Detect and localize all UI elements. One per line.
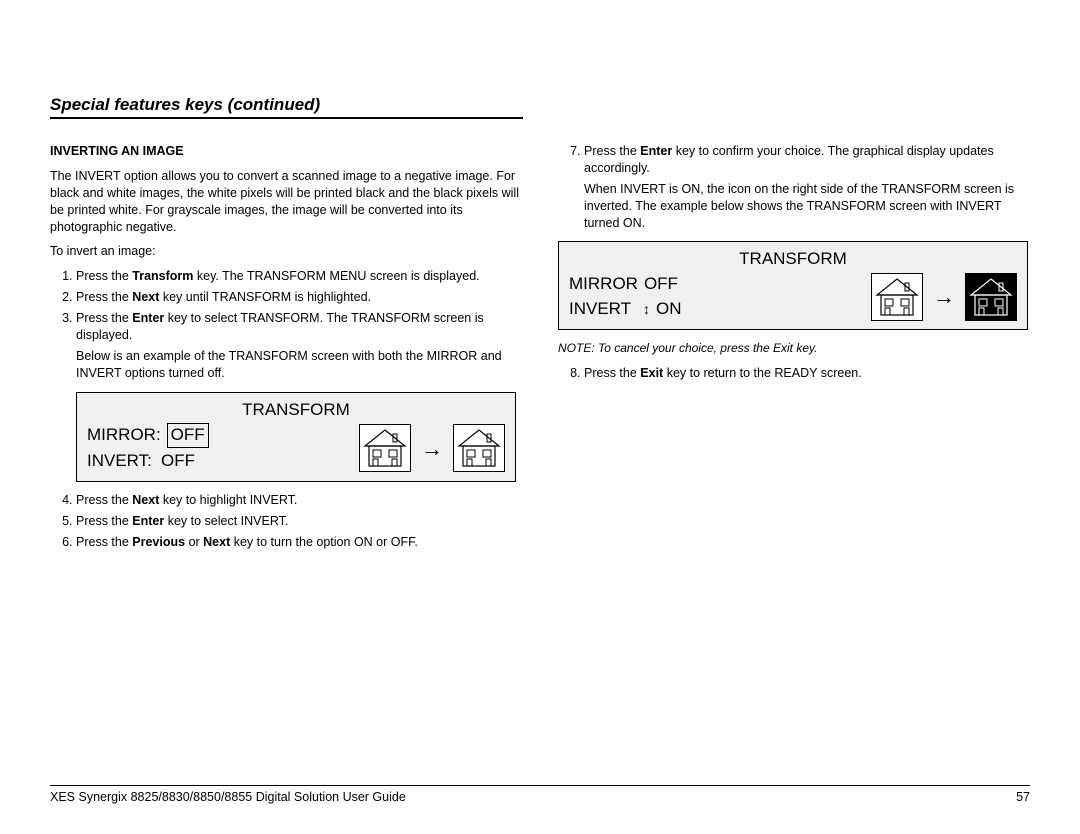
screen-title: TRANSFORM — [87, 399, 505, 422]
mirror-row: MIRROR: OFF — [87, 423, 209, 448]
step-3-sub: Below is an example of the TRANSFORM scr… — [76, 348, 522, 382]
invert-row: INVERT ↕ ON — [569, 298, 682, 321]
left-column: INVERTING AN IMAGE The INVERT option all… — [50, 143, 522, 785]
step-2: Press the Next key until TRANSFORM is hi… — [76, 289, 522, 306]
house-icon-normal — [359, 424, 411, 472]
page-footer: XES Synergix 8825/8830/8850/8855 Digital… — [50, 785, 1030, 804]
step-4: Press the Next key to highlight INVERT. — [76, 492, 522, 509]
house-icon-normal-2 — [453, 424, 505, 472]
house-icon-inverted — [965, 273, 1017, 321]
invert-value: ON — [656, 298, 682, 321]
footer-text: XES Synergix 8825/8830/8850/8855 Digital… — [50, 790, 406, 804]
screen-body: MIRROR: OFF INVERT: OFF — [87, 423, 505, 473]
steps-list-2: Press the Next key to highlight INVERT. … — [50, 492, 522, 551]
mirror-label: MIRROR — [569, 273, 638, 296]
page-container: Special features keys (continued) INVERT… — [0, 0, 1080, 834]
subheading: INVERTING AN IMAGE — [50, 143, 522, 160]
screen-body: MIRROR OFF INVERT ↕ ON — [569, 273, 1017, 321]
two-column-layout: INVERTING AN IMAGE The INVERT option all… — [50, 143, 1030, 785]
mirror-value: OFF — [644, 273, 678, 296]
house-icon — [875, 277, 919, 317]
screen-options: MIRROR OFF INVERT ↕ ON — [569, 273, 682, 321]
step-5: Press the Enter key to select INVERT. — [76, 513, 522, 530]
step-7: Press the Enter key to confirm your choi… — [584, 143, 1030, 231]
step-3: Press the Enter key to select TRANSFORM.… — [76, 310, 522, 382]
steps-list-3: Press the Enter key to confirm your choi… — [558, 143, 1030, 231]
house-icons: → — [871, 273, 1017, 321]
transform-screen-off: TRANSFORM MIRROR: OFF INVERT: OFF — [76, 392, 516, 483]
transform-screen-on: TRANSFORM MIRROR OFF INVERT ↕ ON — [558, 241, 1028, 330]
right-column: Press the Enter key to confirm your choi… — [558, 143, 1030, 785]
intro-paragraph: The INVERT option allows you to convert … — [50, 168, 522, 236]
lead-text: To invert an image: — [50, 243, 522, 260]
invert-row: INVERT: OFF — [87, 450, 209, 473]
steps-list-1: Press the Transform key. The TRANSFORM M… — [50, 268, 522, 381]
mirror-value: OFF — [167, 423, 209, 448]
screen-options: MIRROR: OFF INVERT: OFF — [87, 423, 209, 473]
page-title: Special features keys (continued) — [50, 95, 523, 119]
steps-list-4: Press the Exit key to return to the READ… — [558, 365, 1030, 382]
invert-label: INVERT — [569, 298, 637, 321]
house-icon — [969, 277, 1013, 317]
house-icon — [363, 428, 407, 468]
up-down-arrow-icon: ↕ — [643, 305, 650, 315]
arrow-right-icon: → — [421, 434, 443, 464]
invert-value: OFF — [161, 450, 195, 473]
step-7-sub: When INVERT is ON, the icon on the right… — [584, 181, 1030, 232]
screen-title: TRANSFORM — [569, 248, 1017, 271]
mirror-label: MIRROR: — [87, 424, 161, 447]
arrow-right-icon: → — [933, 282, 955, 312]
step-8: Press the Exit key to return to the READ… — [584, 365, 1030, 382]
house-icon — [457, 428, 501, 468]
house-icons: → — [359, 424, 505, 472]
house-icon-normal — [871, 273, 923, 321]
step-1: Press the Transform key. The TRANSFORM M… — [76, 268, 522, 285]
note-text: NOTE: To cancel your choice, press the E… — [558, 340, 1030, 356]
page-number: 57 — [1016, 790, 1030, 804]
invert-label: INVERT: — [87, 450, 155, 473]
mirror-row: MIRROR OFF — [569, 273, 682, 296]
step-6: Press the Previous or Next key to turn t… — [76, 534, 522, 551]
